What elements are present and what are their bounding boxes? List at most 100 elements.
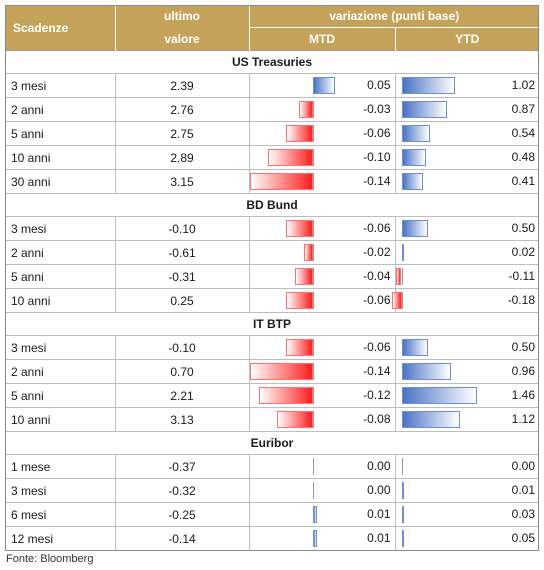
ytd-bar	[401, 339, 428, 356]
ytd-bar	[401, 173, 423, 190]
mtd-value: -0.08	[363, 412, 391, 426]
mtd-bar	[249, 363, 313, 380]
mtd-cell: -0.10	[249, 145, 396, 170]
header-row-1: Scadenze ultimo variazione (punti base)	[5, 5, 539, 51]
mtd-axis	[312, 220, 314, 237]
mtd-cell: -0.03	[249, 97, 396, 122]
mtd-cell: -0.14	[249, 359, 396, 384]
scadenza-cell: 3 mesi	[5, 216, 116, 241]
ultimo-valore-cell: 2.39	[115, 73, 250, 98]
mtd-value: -0.10	[363, 150, 391, 164]
mtd-cell: -0.06	[249, 121, 396, 146]
ytd-cell: 0.87	[395, 97, 539, 122]
mtd-axis	[312, 292, 314, 309]
ytd-value: 1.12	[511, 412, 535, 426]
scadenza-cell: 1 mese	[5, 454, 116, 479]
ytd-value: 0.96	[511, 364, 535, 378]
mtd-cell: -0.14	[249, 169, 396, 194]
scadenza-cell: 10 anni	[5, 288, 116, 313]
mtd-cell: -0.02	[249, 240, 396, 265]
table-row: 30 anni 3.15 -0.14 0.41	[5, 169, 539, 194]
mtd-axis	[312, 149, 314, 166]
ytd-bar	[401, 101, 447, 118]
ytd-bar	[401, 387, 478, 404]
mtd-value: 0.00	[367, 459, 391, 473]
section-title: US Treasuries	[5, 50, 539, 74]
scadenza-cell: 10 anni	[5, 145, 116, 170]
ytd-value: 0.41	[511, 174, 535, 188]
mtd-bar	[276, 411, 313, 428]
mtd-axis	[312, 387, 314, 404]
mtd-axis	[312, 268, 314, 285]
mtd-value: -0.12	[363, 388, 391, 402]
ytd-cell: 0.00	[395, 454, 539, 479]
mtd-axis	[312, 363, 314, 380]
section-title: Euribor	[5, 431, 539, 455]
ultimo-valore-cell: -0.10	[115, 335, 250, 360]
ytd-cell: 1.12	[395, 407, 539, 432]
ultimo-valore-cell: 3.15	[115, 169, 250, 194]
ytd-cell: 0.48	[395, 145, 539, 170]
header-ultimo-line1: ultimo	[115, 5, 250, 28]
section-title: BD Bund	[5, 193, 539, 217]
mtd-bar	[285, 292, 313, 309]
ytd-value: 0.02	[511, 245, 535, 259]
ytd-cell: 0.50	[395, 216, 539, 241]
mtd-bar	[299, 101, 313, 118]
ytd-bar	[401, 244, 404, 261]
mtd-bar	[312, 77, 335, 94]
mtd-value: 0.01	[367, 531, 391, 545]
mtd-value: -0.06	[363, 126, 391, 140]
ytd-value: 0.01	[511, 483, 535, 497]
mtd-cell: -0.12	[249, 383, 396, 408]
section-header-row: IT BTP	[5, 312, 539, 336]
mtd-cell: -0.06	[249, 288, 396, 313]
mtd-axis	[312, 125, 314, 142]
ytd-bar	[401, 482, 404, 499]
scadenza-cell: 6 mesi	[5, 502, 116, 527]
mtd-bar	[285, 339, 313, 356]
mtd-bar	[312, 530, 317, 547]
table-row: 3 mesi -0.10 -0.06 0.50	[5, 216, 539, 241]
mtd-cell: 0.01	[249, 526, 396, 551]
mtd-bar	[285, 125, 313, 142]
ytd-bar	[401, 149, 427, 166]
mtd-cell: -0.06	[249, 216, 396, 241]
mtd-bar	[303, 244, 313, 261]
scadenza-cell: 5 anni	[5, 121, 116, 146]
header-scadenze: Scadenze	[5, 5, 116, 51]
header-mtd: MTD	[249, 27, 396, 51]
ultimo-valore-cell: 2.76	[115, 97, 250, 122]
ytd-value: 1.02	[511, 78, 535, 92]
table-row: 2 anni -0.61 -0.02 0.02	[5, 240, 539, 265]
mtd-bar	[249, 173, 313, 190]
ultimo-valore-cell: 0.70	[115, 359, 250, 384]
table-row: 10 anni 0.25 -0.06 -0.18	[5, 288, 539, 313]
mtd-value: -0.04	[363, 269, 391, 283]
table-row: 10 anni 2.89 -0.10 0.48	[5, 145, 539, 170]
rates-table: Scadenze ultimo variazione (punti base) …	[5, 5, 539, 551]
ultimo-valore-cell: -0.32	[115, 478, 250, 503]
ytd-bar	[401, 530, 405, 547]
ytd-value: 0.00	[511, 459, 535, 473]
mtd-axis	[312, 101, 314, 118]
ytd-cell: 0.01	[395, 478, 539, 503]
ytd-cell: 0.03	[395, 502, 539, 527]
ytd-bar	[401, 363, 452, 380]
mtd-value: -0.06	[363, 340, 391, 354]
ytd-bar	[401, 506, 404, 523]
scadenza-cell: 2 anni	[5, 240, 116, 265]
ytd-cell: 0.50	[395, 335, 539, 360]
header-variazione: variazione (punti base)	[249, 5, 539, 28]
scadenza-cell: 12 mesi	[5, 526, 116, 551]
mtd-value: 0.01	[367, 507, 391, 521]
ultimo-valore-cell: 2.21	[115, 383, 250, 408]
mtd-cell: 0.01	[249, 502, 396, 527]
ultimo-valore-cell: 2.89	[115, 145, 250, 170]
ytd-bar	[401, 411, 460, 428]
section-title: IT BTP	[5, 312, 539, 336]
ytd-cell: -0.18	[392, 288, 539, 313]
mtd-axis	[312, 411, 314, 428]
table-row: 3 mesi -0.10 -0.06 0.50	[5, 335, 539, 360]
